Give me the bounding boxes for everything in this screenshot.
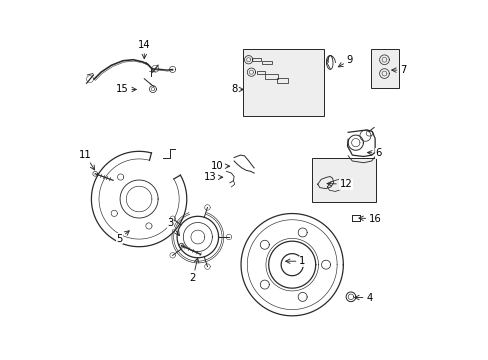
Text: 12: 12 <box>326 179 351 189</box>
Bar <box>242 49 324 116</box>
Text: 5: 5 <box>116 231 129 244</box>
Text: 3: 3 <box>167 219 179 236</box>
Text: 14: 14 <box>138 40 150 59</box>
Bar <box>311 158 375 202</box>
Text: 9: 9 <box>338 55 352 67</box>
Text: 8: 8 <box>231 85 243 94</box>
Text: 4: 4 <box>354 293 372 302</box>
Bar <box>265 74 277 78</box>
Bar <box>277 78 287 83</box>
Text: 16: 16 <box>358 214 381 224</box>
Text: 2: 2 <box>189 258 199 283</box>
Bar <box>252 58 261 61</box>
Bar <box>257 71 264 73</box>
Text: 6: 6 <box>367 148 381 158</box>
Text: 1: 1 <box>285 256 305 266</box>
Text: 10: 10 <box>211 161 229 171</box>
Text: 7: 7 <box>391 65 406 75</box>
Text: 11: 11 <box>79 150 94 170</box>
Bar <box>370 49 398 89</box>
Bar <box>261 61 272 64</box>
Text: 13: 13 <box>204 172 223 182</box>
Text: 15: 15 <box>116 85 136 94</box>
